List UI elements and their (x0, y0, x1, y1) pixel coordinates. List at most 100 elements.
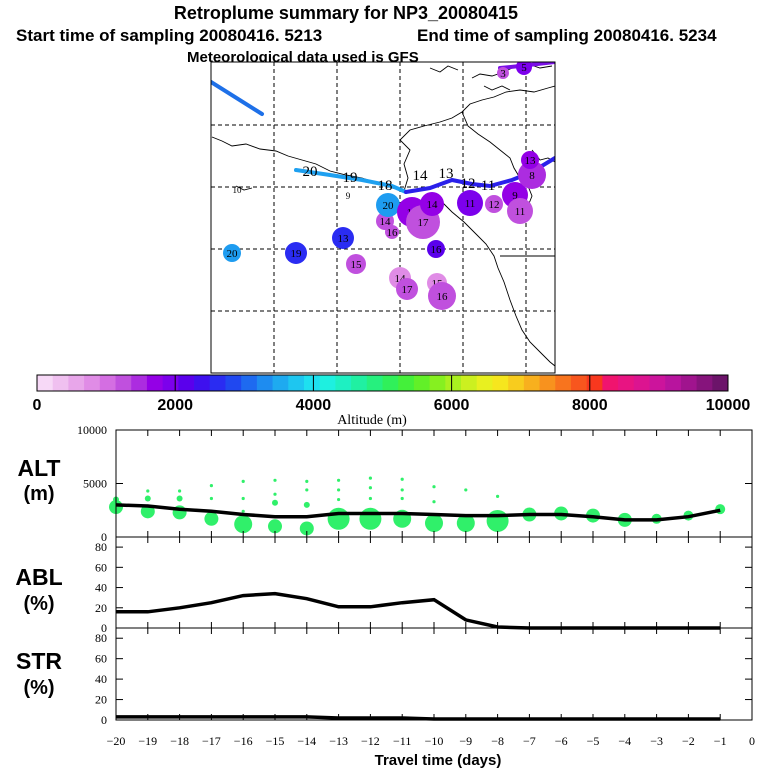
alt-panel-label: ALT (17, 455, 60, 481)
trajectory-day-label: 19 (343, 170, 358, 186)
plume-cluster (376, 193, 400, 217)
plume-cluster (420, 192, 444, 216)
cluster-day-label: 17 (402, 284, 414, 296)
colorbar-cell (303, 375, 321, 391)
altitude-colorbar: 0 2000 4000 6000 8000 10000 Altitude (m) (33, 374, 751, 428)
altitude-cluster-point (432, 485, 436, 489)
trajectory-day-label: 9 (346, 191, 351, 201)
colorbar-cell (461, 375, 478, 391)
x-tick-label: −6 (555, 734, 568, 748)
plume-cluster (457, 190, 483, 216)
colorbar-cell (99, 375, 116, 391)
altitude-cluster-point (178, 489, 182, 493)
altitude-cluster-point (456, 514, 475, 533)
altitude-cluster-point (234, 515, 253, 534)
x-axis-label: Travel time (days) (375, 752, 502, 768)
cluster-day-label: 12 (489, 199, 500, 211)
cluster-day-label: 17 (418, 217, 430, 229)
plume-cluster (385, 225, 399, 239)
start-time-label: Start time of sampling 20080416. 5213 (16, 26, 322, 45)
end-time-label: End time of sampling 20080416. 5234 (417, 26, 717, 45)
cluster-day-label: 9 (512, 190, 518, 202)
colorbar-cell (52, 375, 69, 391)
abl-series-line (116, 591, 721, 630)
plume-cluster (223, 244, 241, 262)
altitude-cluster-point (303, 501, 310, 508)
cluster-day-label: 16 (431, 244, 443, 256)
cluster-day-label: 14 (395, 273, 407, 285)
colorbar-cell (523, 375, 540, 391)
colorbar-cell (335, 375, 352, 391)
abl-panel-unit: (%) (23, 593, 54, 615)
altitude-cluster-point (368, 476, 372, 480)
altitude-cluster-point (268, 519, 282, 534)
altitude-cluster-point (400, 496, 404, 501)
str-y-tick-label: 0 (101, 713, 107, 727)
altitude-cluster-point (425, 514, 443, 533)
altitude-cluster-point (400, 488, 404, 492)
trajectory-day-label: 13 (439, 166, 454, 182)
colorbar-cell (272, 375, 289, 391)
cluster-day-label: 8 (529, 170, 535, 182)
colorbar-cell (413, 375, 431, 391)
x-tick-label: −3 (650, 734, 663, 748)
altitude-cluster-point (146, 489, 150, 493)
colorbar-cell (366, 375, 383, 391)
altitude-cluster-point (305, 488, 309, 492)
altitude-cluster-point (486, 509, 509, 532)
plume-cluster (346, 254, 366, 274)
abl-y-tick-label: 40 (95, 581, 107, 595)
altitude-cluster-point (273, 492, 277, 496)
altitude-cluster-point (337, 488, 341, 492)
colorbar-tick-label: 10000 (706, 397, 751, 414)
x-tick-label: −20 (107, 734, 126, 748)
x-tick-label: −14 (297, 734, 316, 748)
trajectory-day-label: 20 (303, 164, 318, 180)
colorbar-cell (382, 375, 399, 391)
altitude-cluster-point (272, 499, 278, 506)
abl-panel-frame (115, 536, 753, 629)
trajectory-day-label: 12 (461, 176, 476, 192)
abl-panel-label: ABL (15, 564, 62, 590)
x-tick-label: −8 (491, 734, 504, 748)
altitude-cluster-point (241, 496, 245, 501)
colorbar-cell (429, 375, 446, 391)
altitude-cluster-point (305, 479, 309, 483)
colorbar-cell (194, 375, 211, 391)
x-tick-label: −9 (459, 734, 472, 748)
cluster-day-label: 16 (437, 291, 449, 303)
plume-cluster (285, 242, 307, 264)
altitude-cluster-point (432, 500, 436, 504)
colorbar-cell (68, 375, 85, 391)
cluster-day-label: 13 (525, 155, 537, 167)
str-y-tick-label: 80 (95, 631, 107, 645)
abl-y-tick-label: 20 (95, 601, 107, 615)
altitude-cluster-point (337, 497, 341, 502)
colorbar-cell (665, 375, 682, 391)
x-tick-label: −13 (329, 734, 348, 748)
alt-y-tick-label: 0 (101, 530, 107, 544)
trajectory-segment (294, 168, 408, 194)
colorbar-cell (539, 375, 556, 391)
colorbar-tick-label: 8000 (572, 397, 608, 414)
altitude-cluster-point (209, 496, 213, 501)
altitude-cluster-point (464, 488, 468, 492)
colorbar-cell (115, 375, 132, 391)
cluster-day-label: 16 (387, 227, 399, 239)
plume-cluster (428, 282, 456, 310)
colorbar-cell (398, 375, 415, 391)
cluster-day-label: 14 (380, 216, 392, 228)
cluster-day-label: 11 (515, 206, 526, 218)
plume-cluster (332, 227, 354, 249)
x-tick-label: −16 (234, 734, 253, 748)
plume-cluster (518, 161, 546, 189)
abl-y-tick-label: 60 (95, 560, 107, 574)
colorbar-cell (241, 375, 258, 391)
colorbar-cell (84, 375, 101, 391)
colorbar-cell (131, 375, 148, 391)
colorbar-cell (508, 375, 525, 391)
altitude-cluster-point (327, 507, 350, 530)
colorbar-cell (570, 375, 588, 391)
